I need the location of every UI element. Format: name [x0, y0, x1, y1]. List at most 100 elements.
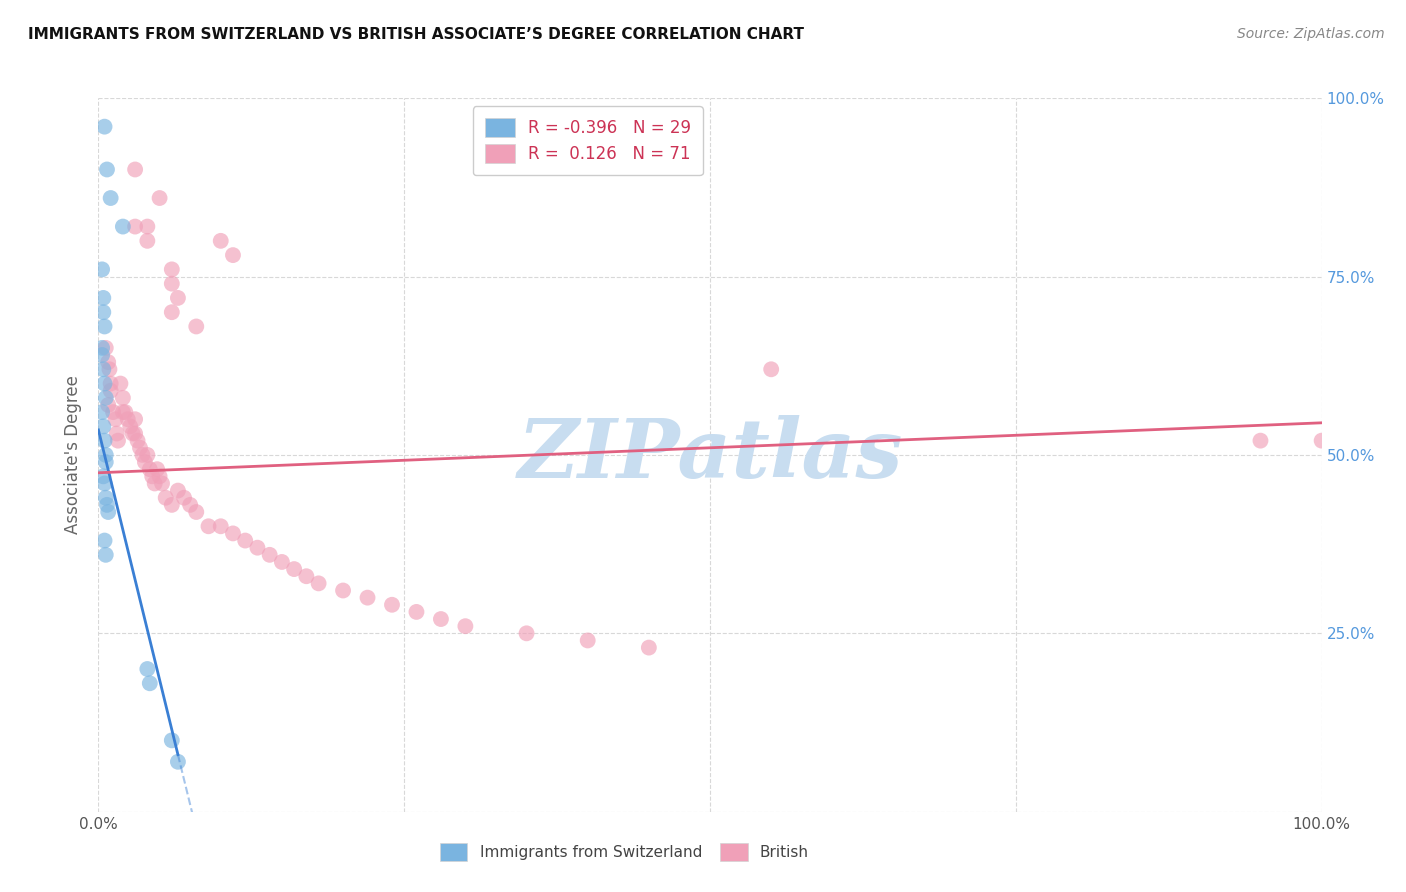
Point [93, 476, 115, 491]
Point [111, 219, 134, 234]
Point [114, 405, 136, 419]
Point [117, 412, 139, 426]
Point [186, 505, 208, 519]
Point [136, 219, 159, 234]
Point [94, 448, 117, 462]
Point [186, 319, 208, 334]
Point [356, 591, 378, 605]
Point [91, 469, 114, 483]
Point [136, 662, 159, 676]
Point [131, 448, 153, 462]
Point [515, 626, 537, 640]
Point [94, 455, 117, 469]
Point [97, 505, 120, 519]
Point [100, 191, 122, 205]
Point [259, 548, 281, 562]
Point [209, 234, 232, 248]
Point [270, 555, 294, 569]
Point [283, 562, 305, 576]
Point [160, 262, 183, 277]
Point [167, 755, 190, 769]
Point [197, 519, 219, 533]
Point [101, 405, 124, 419]
Point [139, 462, 162, 476]
Point [143, 476, 166, 491]
Point [91, 291, 114, 305]
Point [295, 569, 318, 583]
Point [107, 434, 129, 448]
Point [150, 476, 173, 491]
Point [124, 162, 146, 177]
Point [139, 676, 162, 690]
Point [111, 391, 134, 405]
Point [155, 491, 177, 505]
Point [761, 362, 783, 376]
Point [93, 376, 115, 391]
Point [134, 455, 156, 469]
Point [430, 612, 453, 626]
Point [91, 305, 114, 319]
Point [136, 448, 159, 462]
Point [160, 277, 183, 291]
Point [332, 583, 354, 598]
Text: Source: ZipAtlas.com: Source: ZipAtlas.com [1237, 27, 1385, 41]
Point [222, 526, 245, 541]
Point [222, 248, 245, 262]
Point [160, 305, 183, 319]
Point [93, 120, 115, 134]
Point [160, 733, 183, 747]
Point [124, 412, 146, 426]
Point [308, 576, 330, 591]
Point [1249, 434, 1271, 448]
Point [638, 640, 661, 655]
Point [94, 548, 117, 562]
Point [576, 633, 599, 648]
Point [124, 426, 146, 441]
Point [93, 434, 115, 448]
Point [141, 469, 163, 483]
Point [94, 341, 117, 355]
Point [98, 362, 121, 376]
Point [149, 469, 172, 483]
Point [110, 376, 132, 391]
Point [93, 533, 115, 548]
Point [100, 384, 122, 398]
Point [91, 419, 114, 434]
Point [120, 419, 142, 434]
Point [94, 391, 117, 405]
Point [129, 441, 152, 455]
Y-axis label: Associate's Degree: Associate's Degree [65, 376, 83, 534]
Point [209, 519, 232, 533]
Point [233, 533, 256, 548]
Text: ZIPatlas: ZIPatlas [517, 415, 903, 495]
Point [100, 376, 122, 391]
Point [454, 619, 477, 633]
Point [160, 498, 183, 512]
Point [167, 291, 190, 305]
Point [1310, 434, 1333, 448]
Point [121, 426, 143, 441]
Point [97, 355, 120, 369]
Point [146, 462, 169, 476]
Point [149, 191, 172, 205]
Point [111, 405, 134, 419]
Point [179, 498, 201, 512]
Point [97, 398, 120, 412]
Point [96, 162, 118, 177]
Point [173, 491, 195, 505]
Point [93, 319, 115, 334]
Point [246, 541, 269, 555]
Point [124, 219, 146, 234]
Point [405, 605, 427, 619]
Point [105, 426, 128, 441]
Point [104, 412, 127, 426]
Text: IMMIGRANTS FROM SWITZERLAND VS BRITISH ASSOCIATE’S DEGREE CORRELATION CHART: IMMIGRANTS FROM SWITZERLAND VS BRITISH A… [28, 27, 804, 42]
Point [94, 491, 117, 505]
Point [96, 498, 118, 512]
Point [91, 262, 114, 277]
Point [127, 434, 149, 448]
Point [91, 348, 114, 362]
Point [91, 341, 114, 355]
Point [136, 234, 159, 248]
Legend: Immigrants from Switzerland, British: Immigrants from Switzerland, British [432, 836, 817, 868]
